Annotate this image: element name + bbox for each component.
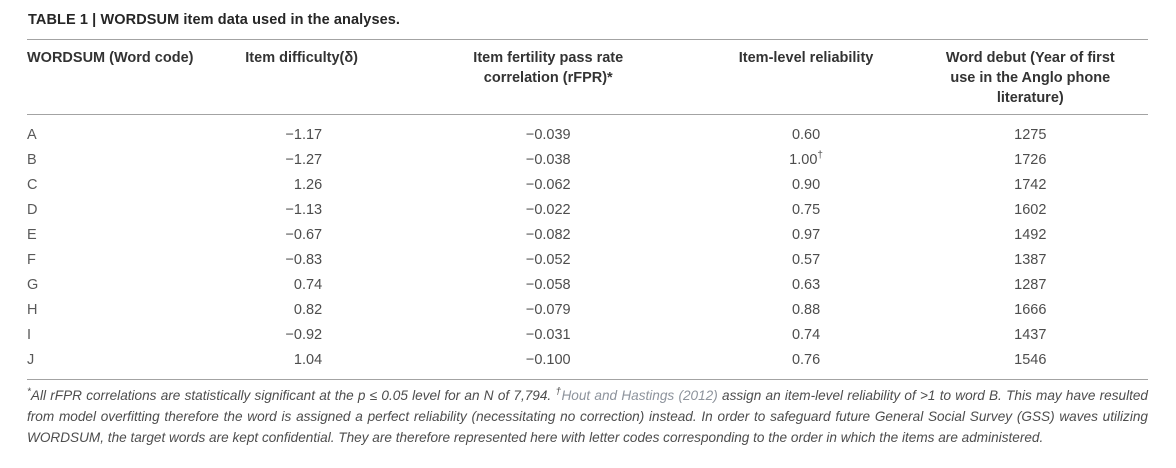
difficulty-cell: −0.67 xyxy=(206,223,397,248)
column-header-line: Item fertility pass rate xyxy=(473,50,624,66)
footnote-text: All rFPR correlations are statistically … xyxy=(30,388,556,403)
difficulty-value: −1.17 xyxy=(285,127,323,143)
table-row: H 0.82 −0.079 0.88 1666 xyxy=(27,298,1148,323)
word-code-cell: A xyxy=(27,127,37,143)
rfpr-cell: −0.052 xyxy=(525,252,571,268)
word-debut-cell: 1387 xyxy=(1014,252,1047,268)
column-header-rfpr: Item fertility pass rate correlation (rFP… xyxy=(396,39,700,115)
difficulty-cell: −1.13 xyxy=(206,198,397,223)
word-code-cell: C xyxy=(27,177,38,193)
word-code-cell: E xyxy=(27,227,37,243)
difficulty-cell: 1.04 xyxy=(206,348,397,379)
reliability-cell: 0.60 xyxy=(791,127,821,143)
difficulty-cell: 0.82 xyxy=(206,298,397,323)
column-header-line: Item-level reliability xyxy=(738,50,874,66)
difficulty-value: 0.74 xyxy=(293,277,323,293)
word-debut-cell: 1275 xyxy=(1014,127,1047,143)
column-header-code: WORDSUM (Word code) xyxy=(27,39,207,115)
difficulty-value: −0.67 xyxy=(285,227,323,243)
difficulty-value: −0.92 xyxy=(285,327,323,343)
rfpr-cell: −0.039 xyxy=(525,127,571,143)
table-footnote: *All rFPR correlations are statistically… xyxy=(27,379,1148,448)
word-code-cell: I xyxy=(27,327,32,343)
footnote-marker: † xyxy=(555,386,562,398)
reliability-cell: 0.74 xyxy=(791,327,821,343)
footnote-marker: * xyxy=(27,386,31,398)
word-code-cell: J xyxy=(27,352,35,368)
reliability-cell: 0.63 xyxy=(791,277,821,293)
dagger-marker: † xyxy=(817,150,823,162)
column-header-difficulty: Item difficulty(δ) xyxy=(206,39,397,115)
footnote-text: assign an item-level reliability of >1 t… xyxy=(27,388,1148,445)
difficulty-cell: −0.92 xyxy=(206,323,397,348)
word-code-cell: F xyxy=(27,252,36,268)
rfpr-cell: −0.038 xyxy=(525,152,571,168)
reliability-cell: 1.00† xyxy=(789,150,823,168)
word-code-cell: D xyxy=(27,202,38,218)
reliability-cell: 0.76 xyxy=(791,352,821,368)
word-debut-cell: 1492 xyxy=(1014,227,1047,243)
word-debut-cell: 1726 xyxy=(1014,152,1047,168)
rfpr-cell: −0.100 xyxy=(525,352,571,368)
difficulty-value: −1.13 xyxy=(285,202,323,218)
reliability-cell: 0.90 xyxy=(791,177,821,193)
column-header-line: WORDSUM (Word code) xyxy=(27,50,194,66)
table-body: A −1.17 −0.039 0.60 1275 B −1.27 −0.038 1.00† 172… xyxy=(27,115,1148,380)
word-debut-cell: 1287 xyxy=(1014,277,1047,293)
difficulty-value: 0.82 xyxy=(293,302,323,318)
difficulty-value: −1.27 xyxy=(285,152,323,168)
table-row: J 1.04 −0.100 0.76 1546 xyxy=(27,348,1148,379)
difficulty-cell: −1.17 xyxy=(206,115,397,149)
table-row: D −1.13 −0.022 0.75 1602 xyxy=(27,198,1148,223)
table-row: F −0.83 −0.052 0.57 1387 xyxy=(27,248,1148,273)
column-header-line: use in the Anglo phone xyxy=(950,70,1111,86)
citation-link[interactable]: Hout and Hastings (2012) xyxy=(561,388,718,403)
table-row: B −1.27 −0.038 1.00† 1726 xyxy=(27,148,1148,173)
word-code-cell: G xyxy=(27,277,39,293)
column-header-reliability: Item-level reliability xyxy=(699,39,913,115)
word-code-cell: B xyxy=(27,152,37,168)
table-row: A −1.17 −0.039 0.60 1275 xyxy=(27,115,1148,149)
column-header-debut: Word debut (Year of first use in the Angl… xyxy=(912,39,1148,115)
column-header-line: Word debut (Year of first xyxy=(945,50,1115,66)
column-header-line: literature) xyxy=(996,90,1064,106)
column-header-line: Item difficulty(δ) xyxy=(245,50,358,66)
rfpr-cell: −0.062 xyxy=(525,177,571,193)
table-caption: TABLE 1 | WORDSUM item data used in the … xyxy=(28,12,401,28)
rfpr-cell: −0.082 xyxy=(525,227,571,243)
header-row: WORDSUM (Word code) Item difficulty(δ) Ite… xyxy=(27,39,1148,115)
word-debut-cell: 1666 xyxy=(1014,302,1047,318)
difficulty-cell: −1.27 xyxy=(206,148,397,173)
table-figure: TABLE 1 | WORDSUM item data used in the … xyxy=(27,12,1148,448)
word-debut-cell: 1742 xyxy=(1014,177,1047,193)
reliability-cell: 0.75 xyxy=(791,202,821,218)
difficulty-cell: 0.74 xyxy=(206,273,397,298)
table-row: C 1.26 −0.062 0.90 1742 xyxy=(27,173,1148,198)
word-debut-cell: 1602 xyxy=(1014,202,1047,218)
word-debut-cell: 1546 xyxy=(1014,352,1047,368)
table-row: E −0.67 −0.082 0.97 1492 xyxy=(27,223,1148,248)
word-debut-cell: 1437 xyxy=(1014,327,1047,343)
table-row: I −0.92 −0.031 0.74 1437 xyxy=(27,323,1148,348)
wordsum-table: WORDSUM (Word code) Item difficulty(δ) Ite… xyxy=(27,39,1148,379)
reliability-cell: 0.88 xyxy=(791,302,821,318)
column-header-line: correlation (rFPR)* xyxy=(483,70,613,86)
reliability-cell: 0.57 xyxy=(791,252,821,268)
word-code-cell: H xyxy=(27,302,38,318)
table-header: WORDSUM (Word code) Item difficulty(δ) Ite… xyxy=(27,39,1148,115)
difficulty-value: −0.83 xyxy=(285,252,323,268)
difficulty-value: 1.26 xyxy=(293,177,323,193)
difficulty-cell: 1.26 xyxy=(206,173,397,198)
table-row: G 0.74 −0.058 0.63 1287 xyxy=(27,273,1148,298)
rfpr-cell: −0.031 xyxy=(525,327,571,343)
reliability-cell: 0.97 xyxy=(791,227,821,243)
rfpr-cell: −0.079 xyxy=(525,302,571,318)
rfpr-cell: −0.058 xyxy=(525,277,571,293)
rfpr-cell: −0.022 xyxy=(525,202,571,218)
difficulty-value: 1.04 xyxy=(293,352,323,368)
difficulty-cell: −0.83 xyxy=(206,248,397,273)
